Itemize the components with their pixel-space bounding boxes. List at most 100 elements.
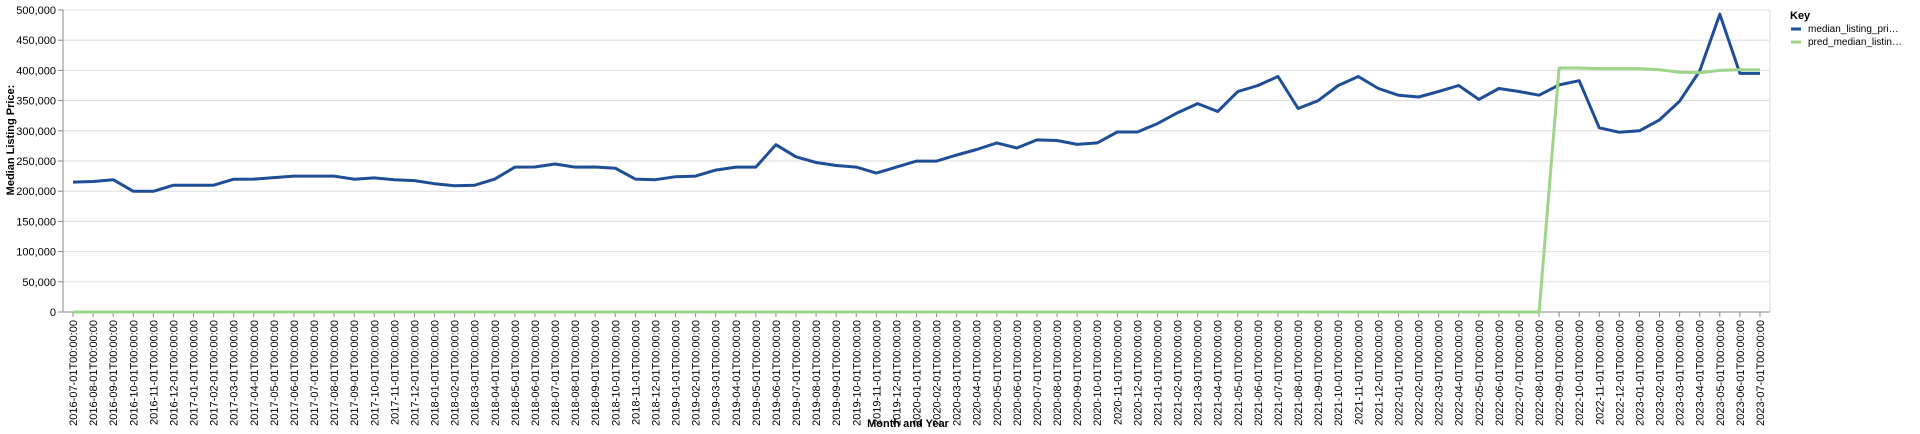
legend-label-1: median_listing_pri… [1808,24,1899,35]
y-tick-label: 500,000 [16,5,56,17]
y-tick-label: 250,000 [16,156,56,168]
x-tick-label: 2020-02-01T00:00:00 [932,320,944,426]
x-tick-label: 2023-06-01T00:00:00 [1735,320,1747,426]
x-tick-label: 2017-01-01T00:00:00 [189,320,201,426]
x-tick-label: 2022-03-01T00:00:00 [1434,320,1446,426]
x-axis-title: Month and Year [867,418,949,430]
x-tick-label: 2018-01-01T00:00:00 [430,320,442,426]
x-tick-label: 2017-08-01T00:00:00 [329,320,341,426]
x-tick-label: 2018-06-01T00:00:00 [530,320,542,426]
x-tick-label: 2018-10-01T00:00:00 [610,320,622,426]
x-tick-label: 2017-04-01T00:00:00 [249,320,261,426]
y-tick-label: 300,000 [16,126,56,138]
x-tick-label: 2017-06-01T00:00:00 [289,320,301,426]
series-line-1 [72,12,1760,193]
x-tick-label: 2020-04-01T00:00:00 [972,320,984,426]
x-tick-label: 2017-10-01T00:00:00 [369,320,381,426]
x-tick-label: 2020-03-01T00:00:00 [952,320,964,426]
x-tick-label: 2017-05-01T00:00:00 [269,320,281,426]
x-tick-label: 2022-01-01T00:00:00 [1393,320,1405,426]
x-tick-label: 2017-02-01T00:00:00 [209,320,221,426]
x-tick-label: 2019-11-01T00:00:00 [871,320,883,425]
x-tick-label: 2022-04-01T00:00:00 [1454,320,1466,426]
x-tick-label: 2016-07-01T00:00:00 [68,320,80,426]
x-tick-label: 2021-03-01T00:00:00 [1193,320,1205,426]
x-tick-label: 2019-02-01T00:00:00 [691,320,703,426]
x-tick-label: 2021-01-01T00:00:00 [1152,320,1164,426]
x-tick-label: 2018-03-01T00:00:00 [470,320,482,426]
x-tick-label: 2022-05-01T00:00:00 [1474,320,1486,426]
x-tick-label: 2017-09-01T00:00:00 [349,320,361,426]
x-tick-label: 2018-08-01T00:00:00 [570,320,582,426]
x-tick-label: 2023-05-01T00:00:00 [1715,320,1727,426]
series-line-2 [73,66,1760,314]
x-tick-label: 2020-08-01T00:00:00 [1052,320,1064,426]
x-tick-label: 2019-01-01T00:00:00 [671,320,683,426]
x-tick-label: 2020-10-01T00:00:00 [1092,320,1104,426]
x-tick-label: 2022-12-01T00:00:00 [1614,320,1626,426]
x-tick-label: 2021-04-01T00:00:00 [1213,320,1225,426]
axes [58,9,1770,317]
x-tick-label: 2019-04-01T00:00:00 [731,320,743,426]
x-tick-label: 2016-12-01T00:00:00 [168,320,180,426]
x-tick-label: 2021-12-01T00:00:00 [1373,320,1385,426]
x-tick-labels: 2016-07-01T00:00:00 2016-08-01T00:00:00 20… [68,320,1767,426]
x-tick-label: 2018-11-01T00:00:00 [630,320,642,425]
x-tick-label: 2019-03-01T00:00:00 [711,320,723,426]
y-tick-label: 450,000 [16,35,56,47]
x-tick-label: 2018-04-01T00:00:00 [490,320,502,426]
x-tick-label: 2018-12-01T00:00:00 [650,320,662,426]
x-tick-label: 2020-12-01T00:00:00 [1132,320,1144,426]
x-tick-label: 2021-07-01T00:00:00 [1273,320,1285,426]
y-tick-label: 200,000 [16,186,56,198]
x-tick-label: 2020-01-01T00:00:00 [912,320,924,426]
x-tick-label: 2019-12-01T00:00:00 [891,320,903,426]
x-tick-label: 2017-07-01T00:00:00 [309,320,321,426]
x-tick-label: 2022-10-01T00:00:00 [1574,320,1586,426]
x-tick-label: 2019-06-01T00:00:00 [771,320,783,426]
x-tick-label: 2019-10-01T00:00:00 [851,320,863,426]
x-tick-label: 2020-05-01T00:00:00 [992,320,1004,426]
x-tick-label: 2017-11-01T00:00:00 [389,320,401,425]
y-tick-label: 350,000 [16,96,56,108]
x-tick-label: 2018-09-01T00:00:00 [590,320,602,426]
x-tick-label: 2023-07-01T00:00:00 [1755,320,1767,426]
x-tick-label: 2018-02-01T00:00:00 [450,320,462,426]
x-tick-label: 2021-10-01T00:00:00 [1333,320,1345,426]
legend: Key median_listing_pri… pred_median_listi… [1790,10,1902,48]
x-tick-label: 2017-12-01T00:00:00 [409,320,421,426]
x-tick-label: 2018-05-01T00:00:00 [510,320,522,426]
y-axis-title: Median Listing Price: [5,85,17,196]
x-tick-label: 2021-08-01T00:00:00 [1293,320,1305,426]
series-lines [72,12,1760,314]
legend-label-2: pred_median_listin… [1808,37,1902,48]
x-tick-label: 2016-11-01T00:00:00 [148,320,160,425]
x-tick-label: 2021-05-01T00:00:00 [1233,320,1245,426]
x-tick-label: 2021-11-01T00:00:00 [1353,320,1365,425]
x-tick-label: 2019-09-01T00:00:00 [831,320,843,426]
x-tick-label: 2017-03-01T00:00:00 [229,320,241,426]
x-tick-label: 2020-06-01T00:00:00 [1012,320,1024,426]
x-tick-label: 2016-09-01T00:00:00 [108,320,120,426]
x-tick-label: 2022-11-01T00:00:00 [1594,320,1606,425]
y-tick-label: 50,000 [22,277,56,289]
x-tick-label: 2022-02-01T00:00:00 [1414,320,1426,426]
x-tick-label: 2022-07-01T00:00:00 [1514,320,1526,426]
y-tick-label: 0 [50,307,56,319]
x-tick-label: 2021-09-01T00:00:00 [1313,320,1325,426]
x-tick-label: 2022-06-01T00:00:00 [1494,320,1506,426]
x-tick-label: 2019-07-01T00:00:00 [791,320,803,426]
legend-title: Key [1790,10,1811,22]
x-tick-label: 2023-01-01T00:00:00 [1634,320,1646,426]
x-tick-label: 2016-08-01T00:00:00 [88,320,100,426]
x-tick-label: 2016-10-01T00:00:00 [128,320,140,426]
y-tick-labels: 0 50,000 100,000 150,000 200,000 250,000 300,0… [16,5,56,319]
x-tick-label: 2021-06-01T00:00:00 [1253,320,1265,426]
x-tick-label: 2020-11-01T00:00:00 [1112,320,1124,425]
y-tick-label: 100,000 [16,247,56,259]
x-tick-label: 2019-05-01T00:00:00 [751,320,763,426]
x-tick-label: 2020-09-01T00:00:00 [1072,320,1084,426]
y-tick-label: 150,000 [16,216,56,228]
x-tick-label: 2023-04-01T00:00:00 [1695,320,1707,426]
